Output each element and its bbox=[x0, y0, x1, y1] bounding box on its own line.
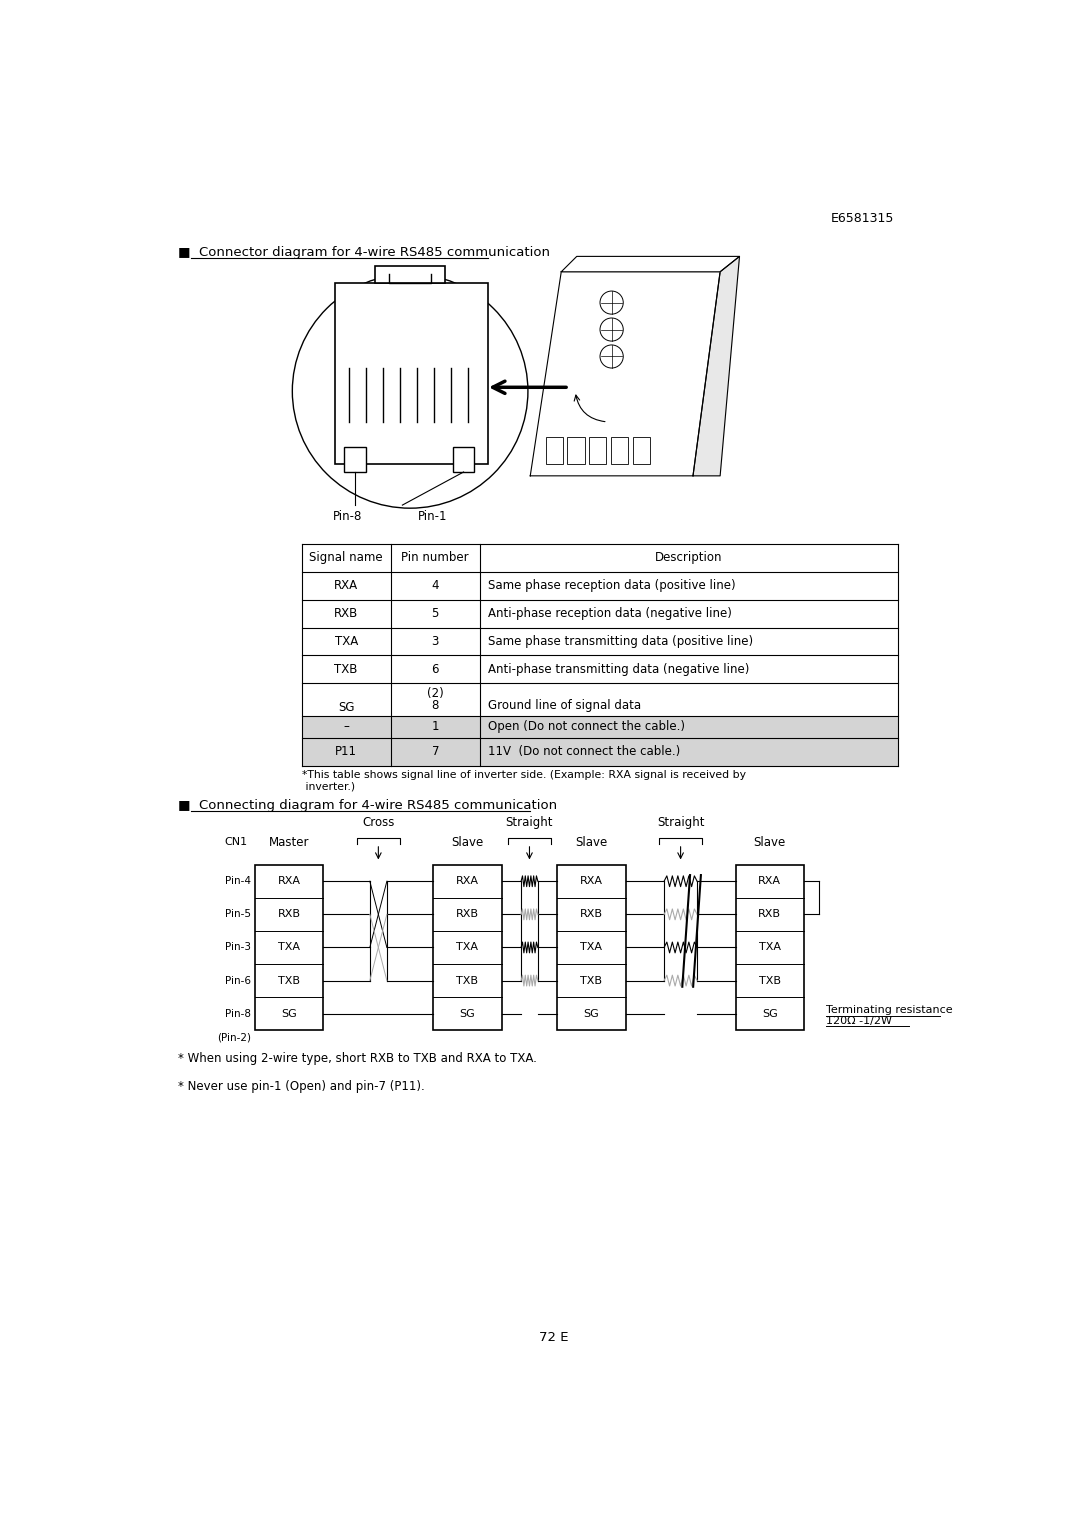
Bar bbox=[255, 864, 323, 1031]
Circle shape bbox=[600, 292, 623, 315]
Text: TXA: TXA bbox=[759, 942, 781, 953]
Bar bbox=[611, 437, 627, 464]
Text: 5: 5 bbox=[432, 608, 438, 620]
Text: 6: 6 bbox=[432, 663, 440, 675]
Text: TXB: TXB bbox=[759, 976, 781, 985]
Text: Same phase reception data (positive line): Same phase reception data (positive line… bbox=[488, 579, 735, 592]
Text: TXB: TXB bbox=[279, 976, 300, 985]
Text: CN1: CN1 bbox=[225, 837, 247, 847]
Text: TXA: TXA bbox=[580, 942, 603, 953]
Text: Pin-6: Pin-6 bbox=[226, 976, 252, 985]
Text: 4: 4 bbox=[432, 579, 440, 592]
Text: Anti-phase transmitting data (negative line): Anti-phase transmitting data (negative l… bbox=[488, 663, 750, 675]
Bar bbox=[735, 864, 804, 1031]
Text: RXB: RXB bbox=[278, 910, 300, 919]
Text: RXA: RXA bbox=[758, 876, 781, 886]
Text: Slave: Slave bbox=[576, 837, 608, 849]
Text: 11V  (Do not connect the cable.): 11V (Do not connect the cable.) bbox=[488, 745, 680, 759]
Bar bbox=[433, 864, 501, 1031]
Bar bbox=[301, 716, 899, 738]
Text: Pin number: Pin number bbox=[402, 551, 469, 565]
Text: TXB: TXB bbox=[457, 976, 478, 985]
Text: 72 E: 72 E bbox=[539, 1330, 568, 1344]
Text: * When using 2-wire type, short RXB to TXB and RXA to TXA.: * When using 2-wire type, short RXB to T… bbox=[177, 1052, 537, 1064]
Text: SG: SG bbox=[338, 701, 354, 713]
Text: RXB: RXB bbox=[580, 910, 603, 919]
Text: RXB: RXB bbox=[334, 608, 359, 620]
Text: Signal name: Signal name bbox=[309, 551, 383, 565]
Text: Pin-5: Pin-5 bbox=[226, 910, 252, 919]
Text: –: – bbox=[343, 721, 349, 733]
Text: RXB: RXB bbox=[456, 910, 478, 919]
Text: Pin-4: Pin-4 bbox=[226, 876, 252, 886]
Text: * Never use pin-1 (Open) and pin-7 (P11).: * Never use pin-1 (Open) and pin-7 (P11)… bbox=[177, 1080, 424, 1093]
Text: TXA: TXA bbox=[457, 942, 478, 953]
Polygon shape bbox=[530, 272, 720, 476]
Text: (2): (2) bbox=[427, 687, 444, 699]
Text: Slave: Slave bbox=[754, 837, 786, 849]
Text: Terminating resistance: Terminating resistance bbox=[825, 1005, 953, 1015]
Bar bbox=[375, 266, 445, 284]
Text: RXA: RXA bbox=[334, 579, 359, 592]
Text: SG: SG bbox=[282, 1009, 297, 1019]
Text: Cross: Cross bbox=[362, 815, 394, 829]
Text: RXA: RXA bbox=[456, 876, 478, 886]
Text: 120Ω -1/2W: 120Ω -1/2W bbox=[825, 1015, 891, 1026]
Text: E6581315: E6581315 bbox=[832, 212, 894, 226]
Text: 8: 8 bbox=[432, 699, 438, 712]
Text: RXB: RXB bbox=[758, 910, 781, 919]
Text: Slave: Slave bbox=[451, 837, 484, 849]
Text: TXA: TXA bbox=[279, 942, 300, 953]
Text: ■  Connecting diagram for 4-wire RS485 communication: ■ Connecting diagram for 4-wire RS485 co… bbox=[177, 799, 557, 812]
Text: (Pin-2): (Pin-2) bbox=[217, 1032, 252, 1043]
Text: Open (Do not connect the cable.): Open (Do not connect the cable.) bbox=[488, 721, 685, 733]
Bar bbox=[567, 437, 584, 464]
Text: TXB: TXB bbox=[335, 663, 357, 675]
Bar bbox=[590, 437, 606, 464]
Polygon shape bbox=[693, 257, 740, 476]
Bar bbox=[453, 446, 474, 472]
Text: Master: Master bbox=[269, 837, 310, 849]
Text: Same phase transmitting data (positive line): Same phase transmitting data (positive l… bbox=[488, 635, 753, 647]
Text: RXA: RXA bbox=[278, 876, 300, 886]
Text: 1: 1 bbox=[432, 721, 440, 733]
Bar bbox=[557, 864, 625, 1031]
Circle shape bbox=[600, 345, 623, 368]
Text: TXA: TXA bbox=[335, 635, 357, 647]
Circle shape bbox=[600, 318, 623, 341]
Text: Pin-8: Pin-8 bbox=[226, 1009, 252, 1019]
Text: Straight: Straight bbox=[505, 815, 553, 829]
Text: Anti-phase reception data (negative line): Anti-phase reception data (negative line… bbox=[488, 608, 731, 620]
Text: Description: Description bbox=[656, 551, 723, 565]
Polygon shape bbox=[562, 257, 740, 272]
Text: Pin-1: Pin-1 bbox=[418, 510, 447, 524]
Bar bbox=[301, 738, 899, 767]
Text: SG: SG bbox=[460, 1009, 475, 1019]
Text: Ground line of signal data: Ground line of signal data bbox=[488, 699, 640, 712]
Text: Pin-3: Pin-3 bbox=[226, 942, 252, 953]
Text: *This table shows signal line of inverter side. (Example: RXA signal is received: *This table shows signal line of inverte… bbox=[301, 770, 745, 791]
Bar bbox=[545, 437, 563, 464]
Circle shape bbox=[293, 275, 528, 508]
Text: SG: SG bbox=[761, 1009, 778, 1019]
Text: P11: P11 bbox=[335, 745, 357, 759]
Text: Pin-8: Pin-8 bbox=[333, 510, 362, 524]
Text: ■  Connector diagram for 4-wire RS485 communication: ■ Connector diagram for 4-wire RS485 com… bbox=[177, 246, 550, 260]
Text: TXB: TXB bbox=[580, 976, 603, 985]
Text: RXA: RXA bbox=[580, 876, 603, 886]
Bar bbox=[633, 437, 649, 464]
Text: 3: 3 bbox=[432, 635, 438, 647]
Bar bbox=[335, 284, 488, 464]
Text: Straight: Straight bbox=[657, 815, 704, 829]
Text: SG: SG bbox=[583, 1009, 599, 1019]
Text: 7: 7 bbox=[432, 745, 440, 759]
Bar bbox=[345, 446, 366, 472]
